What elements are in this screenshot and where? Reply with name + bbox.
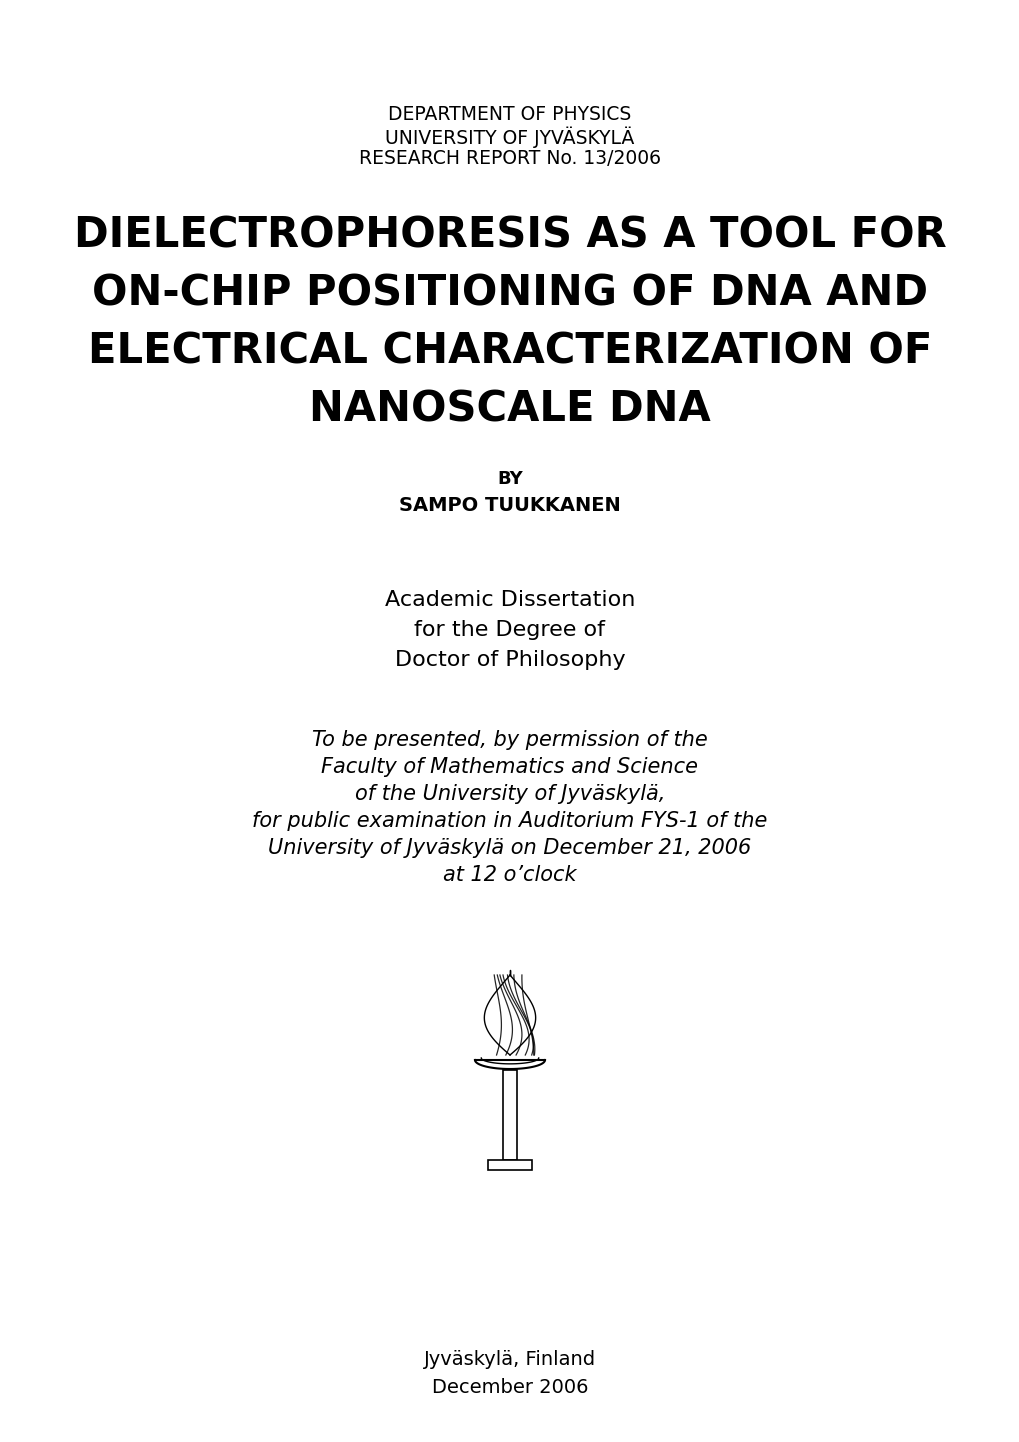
Text: for public examination in Auditorium FYS-1 of the: for public examination in Auditorium FYS… <box>252 810 767 831</box>
Text: UNIVERSITY OF JYVÄSKYLÄ: UNIVERSITY OF JYVÄSKYLÄ <box>385 127 634 149</box>
Text: ELECTRICAL CHARACTERIZATION OF: ELECTRICAL CHARACTERIZATION OF <box>88 332 931 373</box>
Text: Doctor of Philosophy: Doctor of Philosophy <box>394 650 625 671</box>
Text: University of Jyväskylä on December 21, 2006: University of Jyväskylä on December 21, … <box>268 838 751 858</box>
Text: December 2006: December 2006 <box>431 1379 588 1397</box>
Text: for the Degree of: for the Degree of <box>414 620 605 640</box>
Text: BY: BY <box>496 470 523 487</box>
Text: of the University of Jyväskylä,: of the University of Jyväskylä, <box>355 784 664 805</box>
Bar <box>487 1159 532 1169</box>
Text: RESEARCH REPORT No. 13/2006: RESEARCH REPORT No. 13/2006 <box>359 149 660 169</box>
Text: NANOSCALE DNA: NANOSCALE DNA <box>309 389 710 431</box>
Text: Faculty of Mathematics and Science: Faculty of Mathematics and Science <box>321 757 698 777</box>
Text: ON-CHIP POSITIONING OF DNA AND: ON-CHIP POSITIONING OF DNA AND <box>92 273 927 314</box>
Text: Academic Dissertation: Academic Dissertation <box>384 590 635 610</box>
Text: DEPARTMENT OF PHYSICS: DEPARTMENT OF PHYSICS <box>388 105 631 124</box>
Text: To be presented, by permission of the: To be presented, by permission of the <box>312 730 707 750</box>
Bar <box>502 1070 517 1159</box>
Text: DIELECTROPHORESIS AS A TOOL FOR: DIELECTROPHORESIS AS A TOOL FOR <box>73 215 946 257</box>
Text: at 12 o’clock: at 12 o’clock <box>442 865 577 885</box>
Text: Jyväskylä, Finland: Jyväskylä, Finland <box>424 1350 595 1368</box>
Text: SAMPO TUUKKANEN: SAMPO TUUKKANEN <box>398 496 621 515</box>
